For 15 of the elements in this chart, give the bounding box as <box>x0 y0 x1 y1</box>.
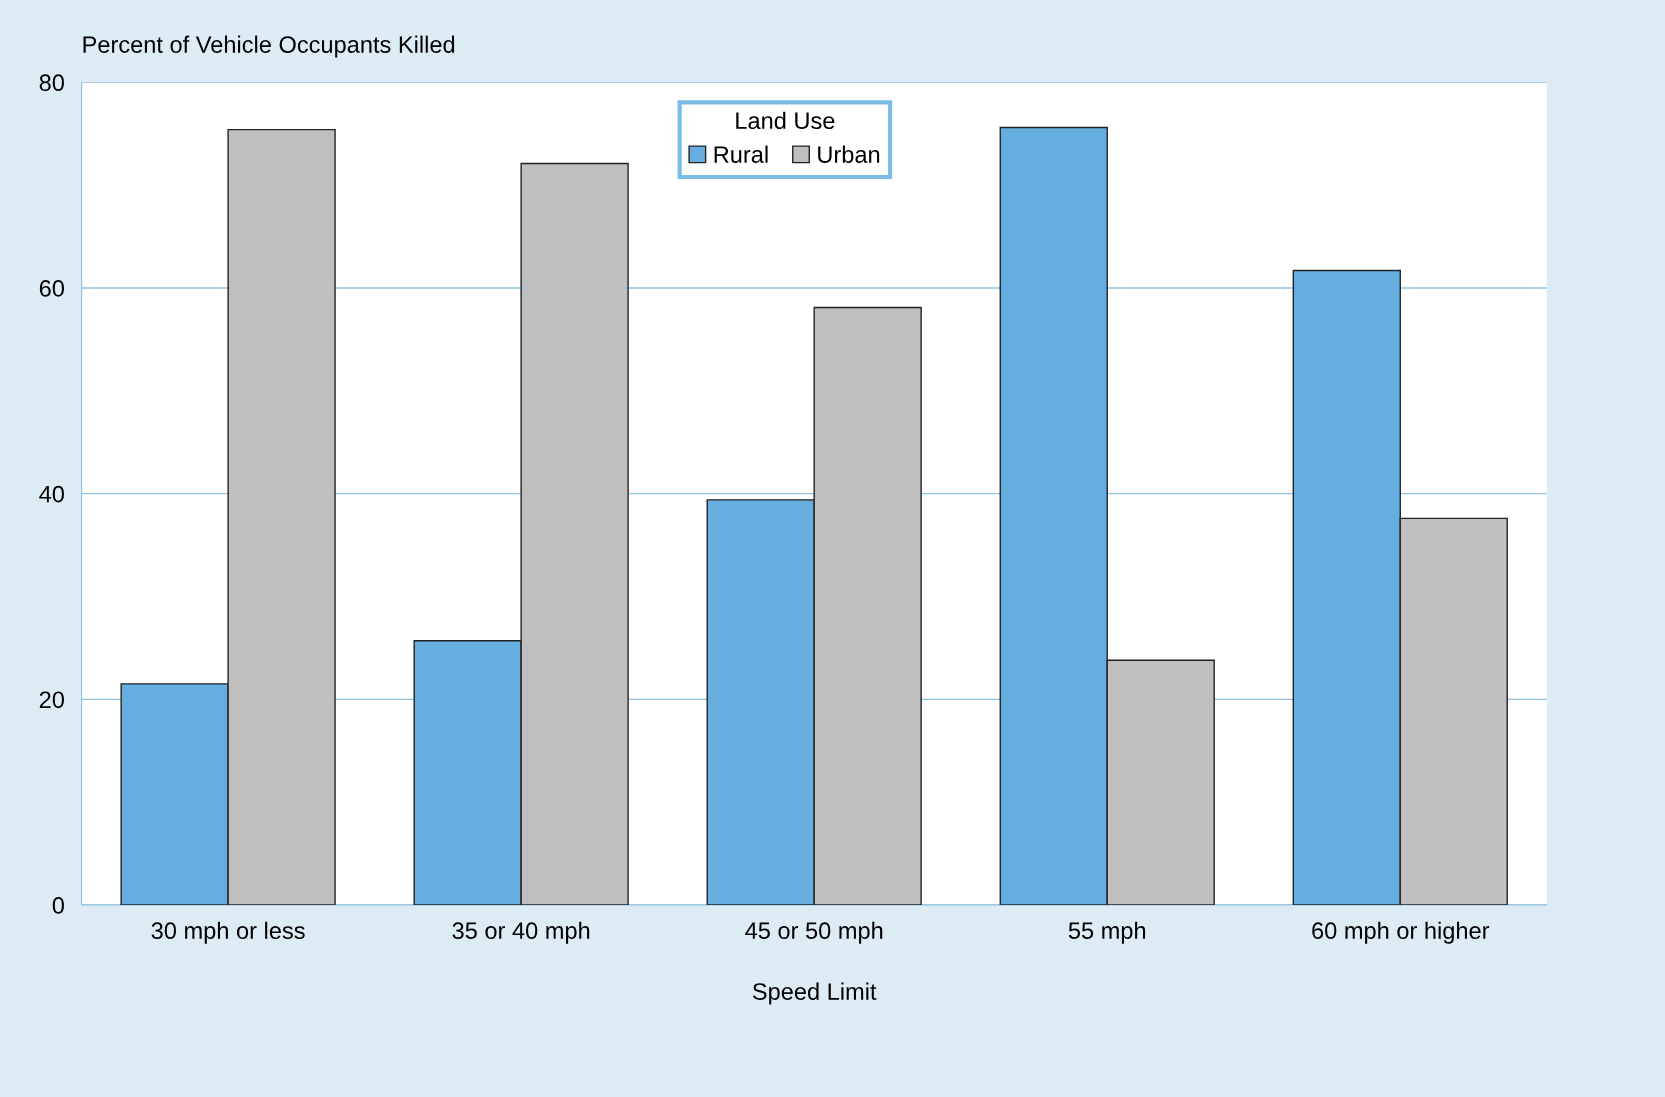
y-tick-label: 0 <box>52 897 64 914</box>
legend-label: Urban <box>818 145 880 163</box>
y-tick-label: 60 <box>39 280 64 297</box>
x-tick-label: 45 or 50 mph <box>745 921 883 944</box>
y-tick-label: 40 <box>39 485 64 503</box>
x-axis-title: Speed Limit <box>752 982 877 1005</box>
x-tick-label: 60 mph or higher <box>1312 921 1490 944</box>
legend-label: Rural <box>714 145 768 163</box>
y-tick-label: 80 <box>39 74 64 92</box>
x-tick-label: 55 mph <box>1068 921 1146 944</box>
y-axis-title: Percent of Vehicle Occupants Killed <box>83 35 455 58</box>
x-tick-label: 30 mph or less <box>151 921 305 944</box>
y-tick-label: 20 <box>39 691 64 709</box>
x-tick-label: 35 or 40 mph <box>452 921 590 944</box>
legend-title: Land Use <box>736 111 835 130</box>
